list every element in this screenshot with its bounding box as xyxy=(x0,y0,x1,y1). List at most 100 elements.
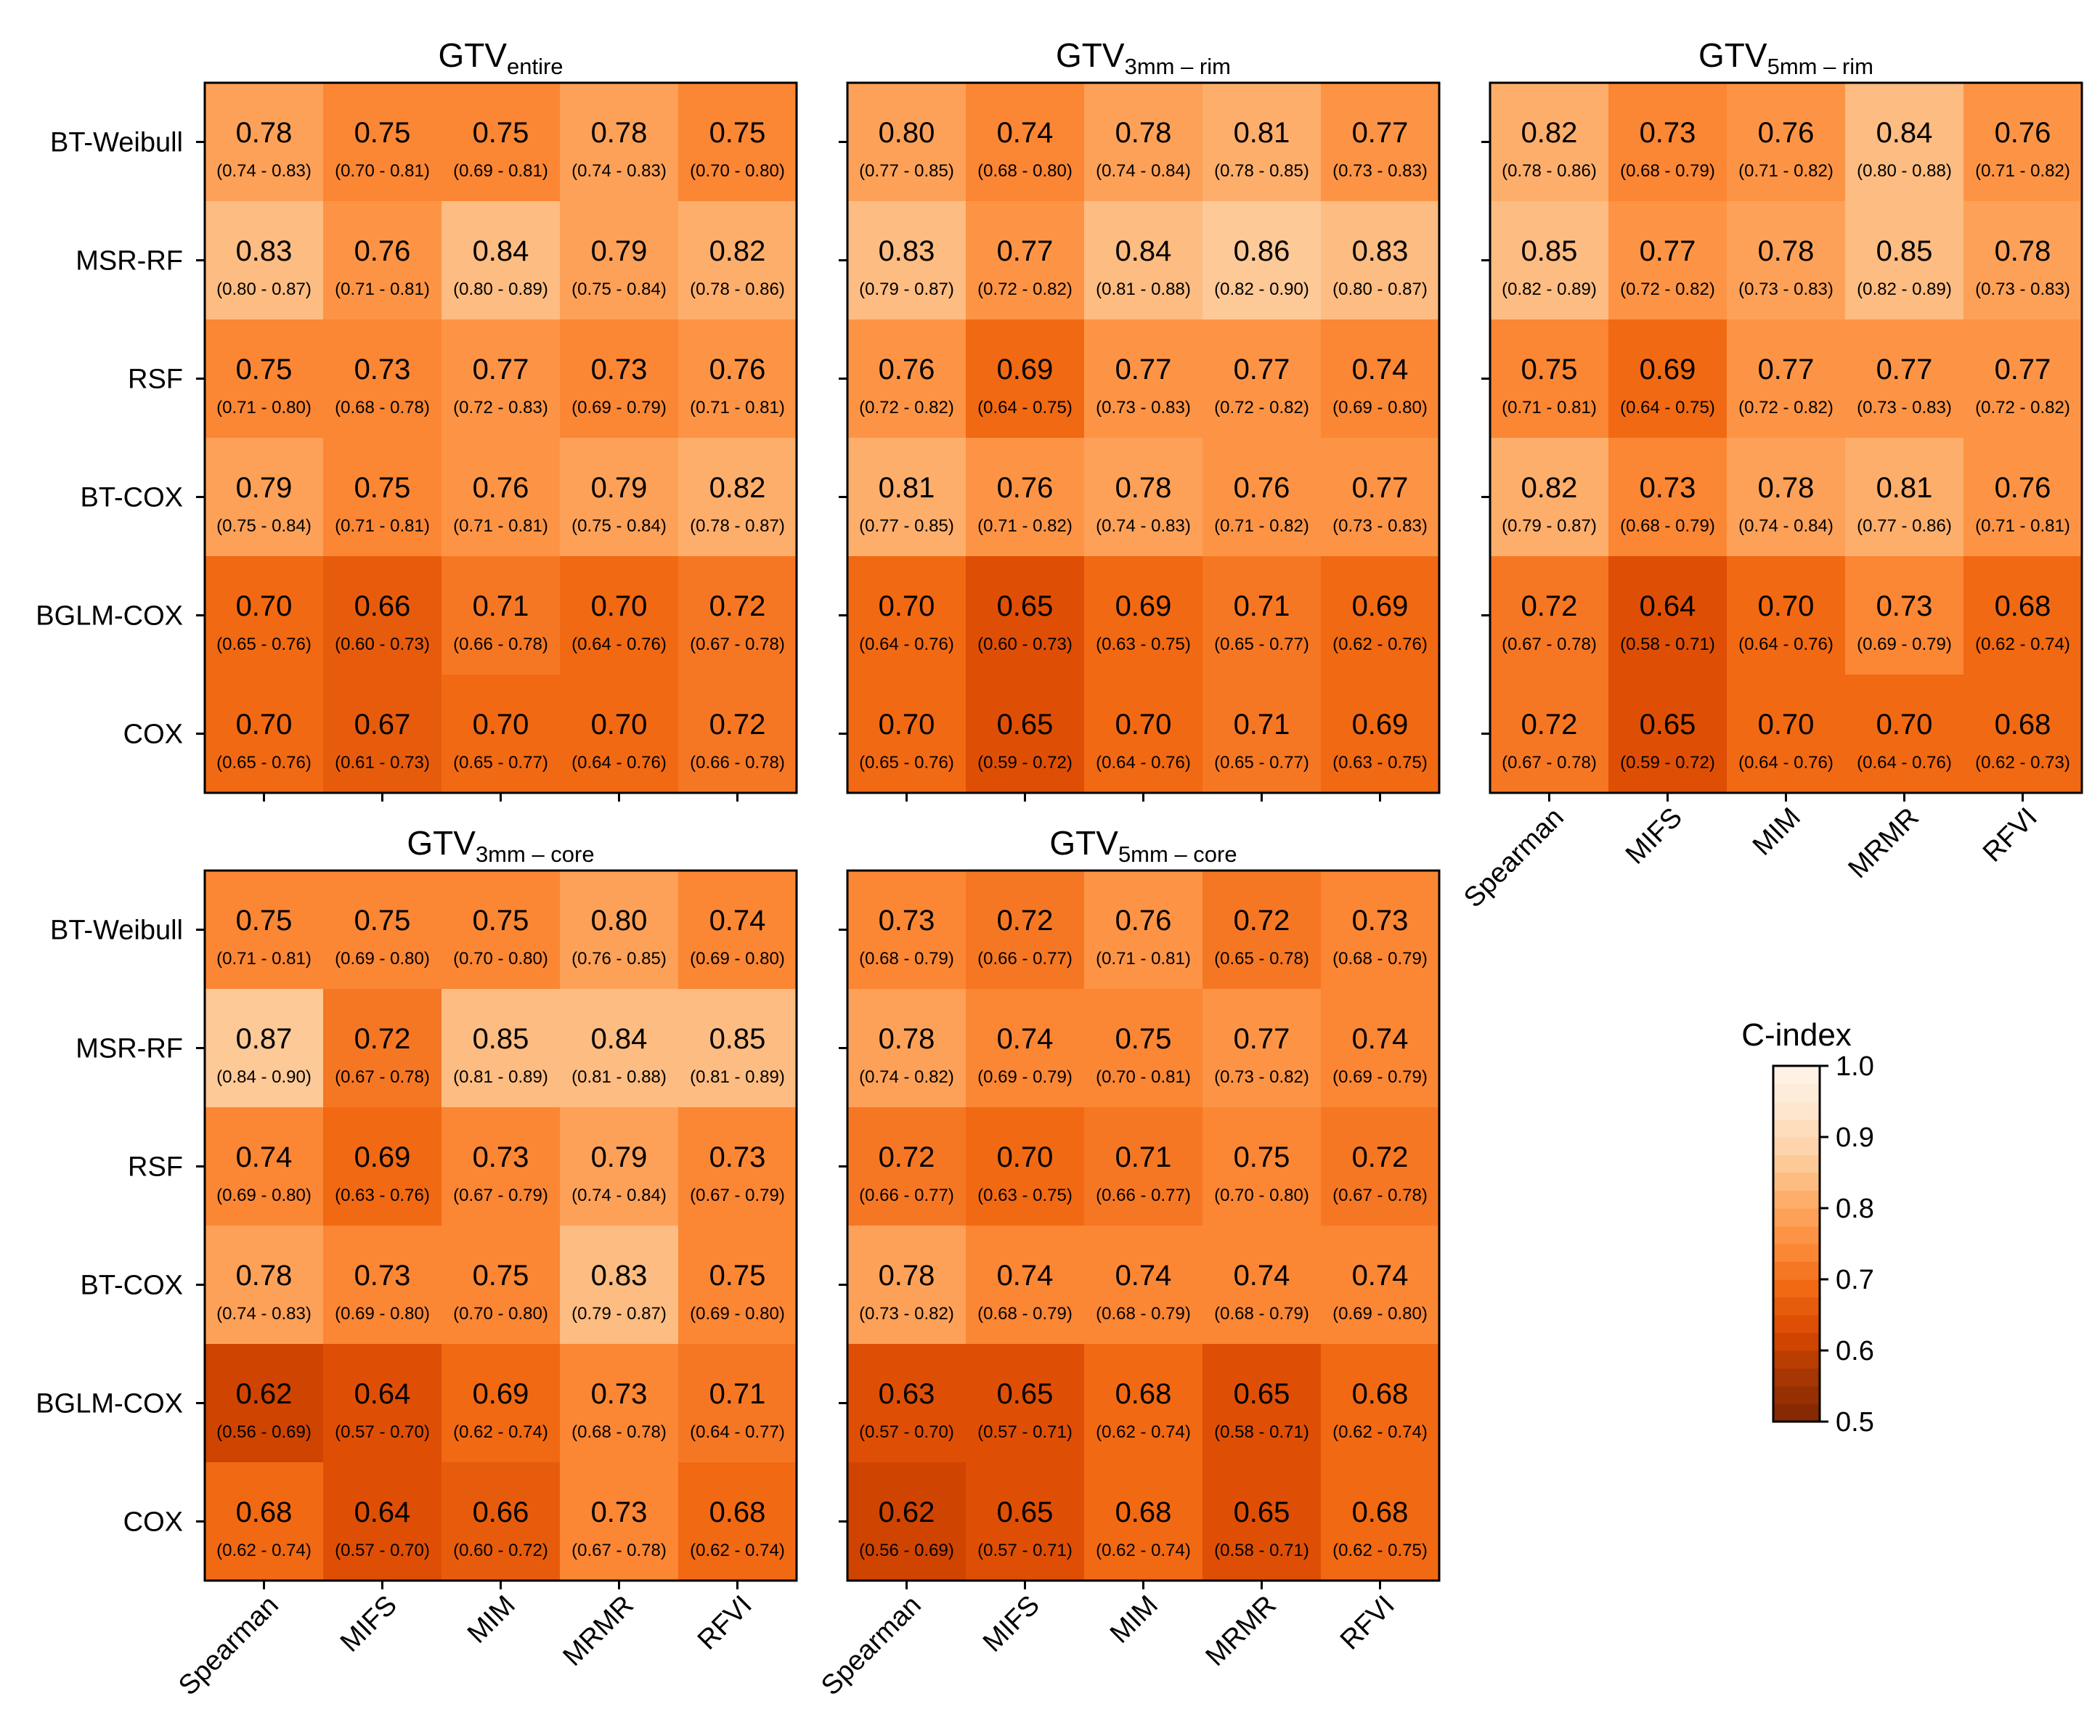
heatmap-cell xyxy=(1321,201,1440,320)
cell-ci: (0.69 - 0.80) xyxy=(690,949,785,969)
cell-ci: (0.81 - 0.89) xyxy=(453,1067,548,1087)
row-label: BT-COX xyxy=(81,1271,183,1301)
cell-value: 0.87 xyxy=(236,1023,293,1055)
cell-ci: (0.69 - 0.79) xyxy=(977,1067,1073,1087)
cell-value: 0.77 xyxy=(1876,354,1933,386)
heatmap-cell xyxy=(441,438,561,557)
cell-value: 0.70 xyxy=(997,1141,1054,1173)
colorbar-bin xyxy=(1773,1261,1820,1280)
heatmap-cell xyxy=(966,201,1085,320)
cell-ci: (0.82 - 0.90) xyxy=(1214,280,1309,299)
row-label: BGLM-COX xyxy=(36,601,183,632)
heatmap-cell xyxy=(323,201,442,320)
heatmap-cell xyxy=(966,1344,1085,1463)
cell-ci: (0.65 - 0.76) xyxy=(859,753,954,773)
cell-ci: (0.64 - 0.76) xyxy=(571,753,667,773)
cell-ci: (0.72 - 0.82) xyxy=(1738,398,1834,417)
heatmap-cell xyxy=(1202,201,1322,320)
cell-value: 0.74 xyxy=(997,1023,1054,1055)
cell-value: 0.72 xyxy=(879,1141,935,1173)
cell-ci: (0.67 - 0.78) xyxy=(1502,753,1597,773)
heatmap-cell xyxy=(560,438,679,557)
cell-value: 0.73 xyxy=(1352,905,1409,937)
cell-value: 0.81 xyxy=(1234,117,1290,149)
heatmap-cell xyxy=(205,556,324,675)
cell-ci: (0.74 - 0.83) xyxy=(216,161,312,181)
cell-ci: (0.82 - 0.89) xyxy=(1502,280,1597,299)
cell-ci: (0.80 - 0.89) xyxy=(453,280,548,299)
heatmap-cell xyxy=(1321,1107,1440,1226)
heatmap-cell xyxy=(1202,989,1322,1108)
colorbar-tick-label: 0.9 xyxy=(1836,1122,1874,1153)
colorbar-bin xyxy=(1773,1244,1820,1263)
heatmap-cell xyxy=(560,83,679,202)
cell-value: 0.73 xyxy=(879,905,935,937)
cell-ci: (0.66 - 0.77) xyxy=(1096,1186,1191,1205)
cell-value: 0.74 xyxy=(1234,1260,1290,1292)
col-label: MIFS xyxy=(1620,802,1688,871)
heatmap-cell xyxy=(441,1107,561,1226)
cell-value: 0.62 xyxy=(879,1496,935,1528)
heatmap-cell xyxy=(1963,438,2083,557)
cell-ci: (0.73 - 0.82) xyxy=(859,1304,954,1324)
heatmap-cell xyxy=(1202,1344,1322,1463)
cell-ci: (0.57 - 0.71) xyxy=(977,1422,1073,1442)
cell-value: 0.72 xyxy=(1521,709,1578,741)
cell-value: 0.74 xyxy=(1352,1260,1409,1292)
heatmap-cell xyxy=(966,675,1085,794)
heatmap-cell xyxy=(678,1107,797,1226)
cell-ci: (0.72 - 0.82) xyxy=(1214,398,1309,417)
cell-ci: (0.62 - 0.75) xyxy=(1332,1541,1428,1560)
cell-ci: (0.84 - 0.90) xyxy=(216,1067,312,1087)
cell-value: 0.68 xyxy=(1115,1378,1172,1410)
cell-value: 0.75 xyxy=(1521,354,1578,386)
cell-value: 0.65 xyxy=(1234,1378,1290,1410)
cell-ci: (0.75 - 0.84) xyxy=(571,516,667,536)
heatmap-cell xyxy=(205,319,324,439)
cell-value: 0.77 xyxy=(997,235,1054,267)
cell-value: 0.77 xyxy=(1758,354,1815,386)
cell-ci: (0.58 - 0.71) xyxy=(1620,635,1715,654)
cell-value: 0.81 xyxy=(879,472,935,504)
heatmap-cell xyxy=(966,438,1085,557)
heatmap-cell xyxy=(560,989,679,1108)
cell-ci: (0.57 - 0.70) xyxy=(859,1422,954,1442)
cell-ci: (0.81 - 0.88) xyxy=(1096,280,1191,299)
cell-value: 0.71 xyxy=(1234,709,1290,741)
cell-ci: (0.70 - 0.80) xyxy=(453,949,548,969)
heatmap-cell xyxy=(560,1226,679,1345)
cell-ci: (0.71 - 0.80) xyxy=(216,398,312,417)
cell-ci: (0.58 - 0.71) xyxy=(1214,1422,1309,1442)
heatmap-cell xyxy=(678,989,797,1108)
cell-value: 0.79 xyxy=(236,472,293,504)
cell-ci: (0.62 - 0.74) xyxy=(1975,635,2070,654)
colorbar-bin xyxy=(1773,1066,1820,1085)
cell-value: 0.73 xyxy=(1640,117,1696,149)
cell-value: 0.65 xyxy=(1640,709,1696,741)
cell-ci: (0.71 - 0.82) xyxy=(1214,516,1309,536)
heatmap-cell xyxy=(1321,556,1440,675)
heatmap-cell xyxy=(678,675,797,794)
cell-value: 0.75 xyxy=(354,117,411,149)
cell-value: 0.82 xyxy=(1521,472,1578,504)
heatmap-cell xyxy=(1202,319,1322,439)
cell-ci: (0.68 - 0.78) xyxy=(571,1422,667,1442)
cell-ci: (0.74 - 0.83) xyxy=(1096,516,1191,536)
cell-ci: (0.64 - 0.75) xyxy=(1620,398,1715,417)
cell-ci: (0.78 - 0.86) xyxy=(690,280,785,299)
col-label: RFVI xyxy=(1977,802,2043,868)
heatmap-cell xyxy=(1608,556,1727,675)
cell-ci: (0.73 - 0.83) xyxy=(1332,516,1428,536)
cell-value: 0.65 xyxy=(997,590,1054,622)
cell-ci: (0.67 - 0.78) xyxy=(690,635,785,654)
cell-value: 0.78 xyxy=(1115,117,1172,149)
cell-value: 0.74 xyxy=(1352,354,1409,386)
heatmap-cell xyxy=(1084,1107,1203,1226)
heatmap-cell xyxy=(205,83,324,202)
heatmap-cell xyxy=(1727,675,1846,794)
heatmap-cell xyxy=(560,1462,679,1581)
cell-value: 0.77 xyxy=(473,354,529,386)
colorbar-bin xyxy=(1773,1154,1820,1173)
cell-value: 0.78 xyxy=(1758,235,1815,267)
cell-value: 0.70 xyxy=(591,709,648,741)
